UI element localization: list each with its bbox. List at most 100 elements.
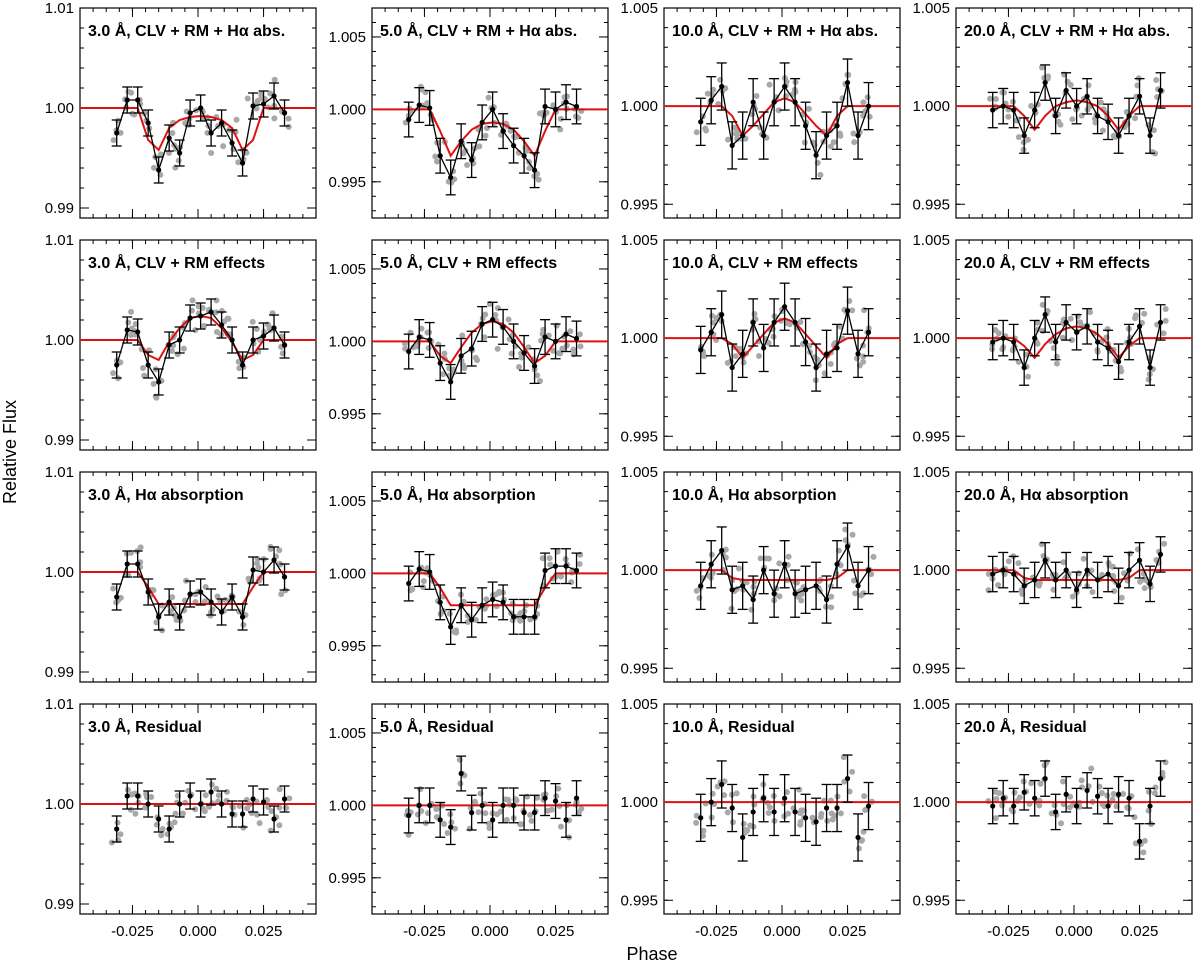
binned-point — [552, 798, 559, 804]
raw-point — [733, 790, 740, 797]
binned-point — [1032, 107, 1038, 113]
x-tick-label: -0.025 — [403, 923, 446, 940]
binned-point — [406, 116, 412, 123]
binned-point — [834, 123, 840, 129]
raw-point — [117, 594, 124, 601]
binned-point — [479, 802, 485, 808]
raw-point — [1058, 820, 1065, 827]
raw-point — [518, 354, 525, 361]
raw-point — [837, 810, 844, 817]
raw-point — [142, 804, 149, 811]
raw-point — [740, 820, 747, 827]
raw-point — [189, 297, 196, 304]
binned-point — [1115, 583, 1122, 589]
raw-point — [993, 795, 1000, 802]
binned-point — [990, 571, 996, 577]
binned-point — [510, 614, 517, 620]
binned-point — [229, 811, 235, 817]
raw-point — [1015, 560, 1022, 567]
raw-point — [524, 793, 531, 800]
raw-point — [992, 815, 999, 822]
binned-point — [500, 599, 506, 605]
binned-point — [1147, 581, 1153, 587]
raw-point — [485, 820, 492, 827]
raw-point — [563, 342, 570, 349]
binned-point — [1126, 113, 1132, 119]
raw-point — [1005, 558, 1012, 565]
raw-point — [255, 564, 262, 571]
raw-point — [728, 605, 735, 612]
raw-point — [110, 585, 117, 592]
binned-point — [1105, 345, 1111, 351]
binned-point — [114, 826, 120, 832]
binned-point — [823, 132, 830, 139]
raw-point — [497, 808, 504, 815]
raw-point — [1001, 89, 1008, 96]
binned-point — [135, 561, 141, 567]
raw-point — [180, 345, 187, 352]
raw-point — [563, 93, 570, 100]
binned-point — [1084, 93, 1090, 99]
binned-point — [124, 327, 130, 333]
raw-point — [1055, 118, 1062, 125]
raw-point — [547, 561, 554, 568]
binned-point — [552, 106, 559, 112]
binned-point — [1021, 789, 1027, 795]
binned-point — [844, 79, 851, 86]
binned-point — [239, 614, 246, 620]
y-tick-label: 1.005 — [912, 232, 950, 249]
raw-point — [460, 150, 467, 157]
binned-point — [1021, 583, 1027, 589]
panel-c3-r2: 0.995 1.000 1.005 20.0 Å, Hα absorption — [912, 464, 1193, 683]
y-tick-label: 0.995 — [912, 892, 950, 909]
raw-point — [482, 132, 489, 139]
raw-point — [215, 792, 222, 799]
raw-point — [1118, 594, 1125, 601]
raw-point — [1153, 77, 1160, 84]
raw-point — [201, 808, 208, 815]
binned-point — [198, 589, 204, 595]
raw-point — [797, 821, 804, 828]
raw-point — [110, 137, 117, 144]
binned-point — [1136, 93, 1143, 99]
raw-point — [1009, 347, 1016, 354]
binned-point — [521, 350, 527, 356]
raw-point — [192, 806, 199, 813]
raw-point — [557, 115, 564, 122]
binned-point — [521, 614, 527, 620]
binned-point — [427, 105, 433, 111]
y-tick-label: 1.000 — [620, 98, 658, 115]
binned-point — [865, 329, 872, 335]
binned-point — [1032, 335, 1038, 341]
binned-point — [260, 333, 267, 339]
binned-point — [135, 97, 141, 103]
binned-point — [573, 335, 580, 342]
binned-point — [469, 346, 475, 352]
y-tick-label: 0.995 — [328, 638, 366, 655]
raw-point — [208, 781, 215, 788]
binned-point — [406, 580, 412, 587]
raw-point — [286, 795, 293, 802]
raw-point — [557, 823, 564, 830]
binned-point — [271, 93, 277, 99]
raw-point — [256, 820, 263, 827]
binned-point — [771, 591, 777, 597]
binned-point — [145, 801, 151, 807]
raw-point — [527, 616, 534, 623]
binned-point — [500, 128, 506, 134]
raw-point — [220, 143, 227, 150]
binned-point — [719, 311, 725, 318]
raw-point — [418, 325, 425, 332]
raw-point — [1160, 330, 1167, 337]
panel-label: 5.0 Å, CLV + RM effects — [380, 253, 557, 272]
raw-point — [417, 786, 424, 793]
raw-point — [729, 819, 736, 826]
raw-point — [485, 94, 492, 101]
raw-point — [766, 804, 773, 811]
y-tick-label: 1.000 — [328, 333, 366, 350]
raw-point — [796, 786, 803, 793]
binned-point — [823, 351, 830, 357]
raw-point — [751, 311, 758, 318]
binned-point — [198, 801, 204, 807]
raw-point — [860, 828, 867, 835]
